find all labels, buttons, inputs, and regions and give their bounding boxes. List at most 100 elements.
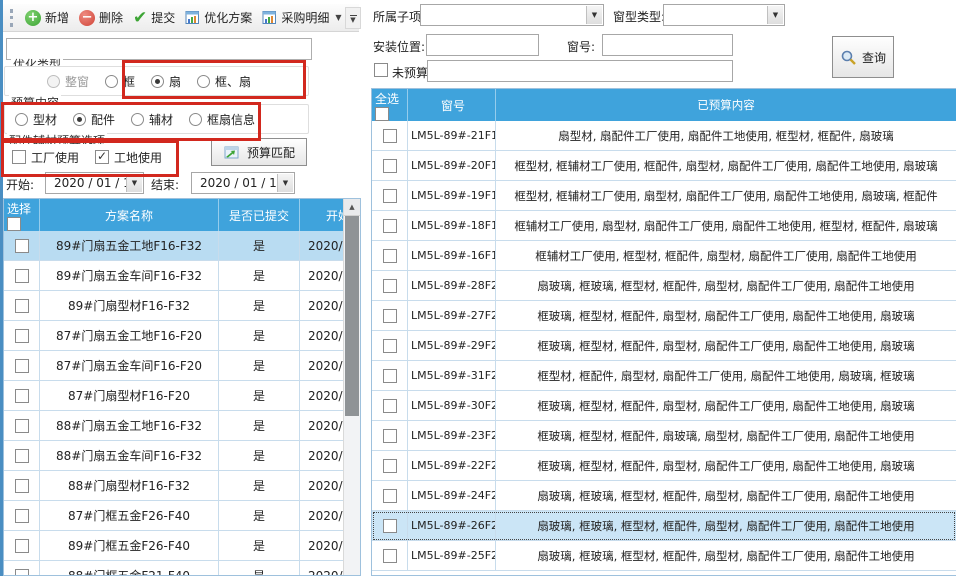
table-row[interactable]: LM5L-89#-21F19 扇型材, 扇配件工厂使用, 扇配件工地使用, 框型材… <box>372 121 956 151</box>
submitted-column-header[interactable]: 是否已提交 <box>219 199 300 231</box>
radio-button[interactable] <box>189 112 203 126</box>
table-row[interactable]: LM5L-89#-19F17 框型材, 框辅材工厂使用, 扇型材, 扇配件工厂使用… <box>372 181 956 211</box>
toolbar-grip[interactable] <box>10 8 13 27</box>
table-row[interactable]: 87#门框五金F26-F40 是 2020/0 <box>4 501 360 531</box>
chevron-down-icon[interactable]: ▼ <box>586 6 602 24</box>
not-budgeted-input[interactable] <box>427 60 733 82</box>
row-checkbox[interactable] <box>382 428 397 443</box>
table-row[interactable]: LM5L-89#-30F28 框玻璃, 框型材, 框配件, 扇型材, 扇配件工厂使… <box>372 391 956 421</box>
toolbar-overflow-button[interactable]: ▼ <box>345 7 361 29</box>
radio-option[interactable]: 型材 <box>15 111 57 128</box>
sub-item-combo[interactable]: ▼ <box>420 4 604 26</box>
table-row[interactable]: LM5L-89#-18F16 框辅材工厂使用, 扇型材, 扇配件工厂使用, 扇配件… <box>372 211 956 241</box>
window-type-combo[interactable]: ▼ <box>663 4 785 26</box>
row-checkbox[interactable] <box>382 188 397 203</box>
row-checkbox[interactable] <box>14 418 29 433</box>
not-budgeted-checkbox[interactable] <box>374 63 388 77</box>
radio-option[interactable]: 框 <box>105 73 135 90</box>
install-position-input[interactable] <box>426 34 539 56</box>
select-all-checkbox[interactable] <box>375 107 389 121</box>
radio-option[interactable]: 配件 <box>73 111 115 128</box>
radio-button[interactable] <box>47 74 60 88</box>
table-row[interactable]: LM5L-89#-27F25 框玻璃, 框型材, 框配件, 扇型材, 扇配件工厂使… <box>372 301 956 331</box>
row-checkbox[interactable] <box>382 218 397 233</box>
radio-option[interactable]: 框扇信息 <box>189 111 255 128</box>
radio-option[interactable]: 扇 <box>151 73 181 90</box>
table-row[interactable]: 89#门框五金F26-F40 是 2020/0 <box>4 531 360 561</box>
row-checkbox[interactable] <box>382 488 397 503</box>
radio-button[interactable] <box>131 112 145 126</box>
table-row[interactable]: LM5L-89#-24F22 扇玻璃, 框玻璃, 框型材, 框配件, 扇型材, 扇… <box>372 481 956 511</box>
table-row[interactable]: LM5L-89#-20F18 框型材, 框辅材工厂使用, 框配件, 扇型材, 扇配… <box>372 151 956 181</box>
radio-button[interactable] <box>151 74 165 88</box>
search-input[interactable] <box>6 38 312 60</box>
table-row[interactable]: LM5L-89#-22F20 框玻璃, 框型材, 框配件, 扇型材, 扇配件工厂使… <box>372 451 956 481</box>
table-row[interactable]: 88#门扇五金车间F16-F32 是 2020/0 <box>4 441 360 471</box>
table-row[interactable]: 87#门扇五金车间F16-F20 是 2020/0 <box>4 351 360 381</box>
checkbox-option[interactable]: 工地使用 <box>95 149 162 166</box>
row-checkbox[interactable] <box>382 338 397 353</box>
checkbox-option[interactable]: 工厂使用 <box>12 149 79 166</box>
submit-button[interactable]: ✔ 提交 <box>128 6 180 29</box>
row-checkbox[interactable] <box>14 538 29 553</box>
budget-match-button[interactable]: 预算匹配 <box>211 138 307 166</box>
select-all-column-header[interactable]: 全选 <box>372 89 408 121</box>
row-checkbox[interactable] <box>14 238 29 253</box>
chevron-down-icon[interactable]: ▼ <box>335 13 342 22</box>
table-row[interactable]: LM5L-89#-28F26 扇玻璃, 框玻璃, 框型材, 框配件, 扇型材, 扇… <box>372 271 956 301</box>
row-checkbox[interactable] <box>14 448 29 463</box>
radio-button[interactable] <box>197 74 211 88</box>
chevron-down-icon[interactable]: ▼ <box>767 6 783 24</box>
row-checkbox[interactable] <box>382 458 397 473</box>
purchase-detail-button[interactable]: 采购明细 ▼ <box>257 6 346 29</box>
radio-button[interactable] <box>15 112 28 126</box>
row-checkbox[interactable] <box>382 278 397 293</box>
table-row[interactable]: 88#门扇五金工地F16-F32 是 2020/0 <box>4 411 360 441</box>
row-checkbox[interactable] <box>14 568 29 575</box>
checkbox-box[interactable] <box>95 149 110 164</box>
vertical-scrollbar[interactable]: ▲ <box>343 199 360 575</box>
radio-option[interactable]: 整窗 <box>47 73 89 90</box>
radio-option[interactable]: 框、扇 <box>197 73 251 90</box>
table-row[interactable]: 89#门扇型材F16-F32 是 2020/0 <box>4 291 360 321</box>
chevron-down-icon[interactable]: ▼ <box>126 174 142 192</box>
row-checkbox[interactable] <box>382 248 397 263</box>
table-row[interactable]: 89#门扇五金车间F16-F32 是 2020/0 <box>4 261 360 291</box>
delete-button[interactable]: − 删除 <box>74 6 128 29</box>
radio-button[interactable] <box>105 74 119 88</box>
row-checkbox[interactable] <box>382 158 397 173</box>
row-checkbox[interactable] <box>14 358 29 373</box>
radio-option[interactable]: 辅材 <box>131 111 173 128</box>
table-row[interactable]: LM5L-89#-25F23 扇玻璃, 框玻璃, 框型材, 框配件, 扇型材, 扇… <box>372 541 956 571</box>
table-row[interactable]: LM5L-89#-16F15 框辅材工厂使用, 框型材, 框配件, 扇型材, 扇配… <box>372 241 956 271</box>
select-all-checkbox[interactable] <box>7 217 21 231</box>
row-checkbox[interactable] <box>382 128 397 143</box>
row-checkbox[interactable] <box>14 268 29 283</box>
row-checkbox[interactable] <box>14 298 29 313</box>
query-button[interactable]: 查询 <box>832 36 894 78</box>
table-row[interactable]: LM5L-89#-23F21 框玻璃, 框型材, 框配件, 扇玻璃, 扇型材, 扇… <box>372 421 956 451</box>
row-checkbox[interactable] <box>382 368 397 383</box>
table-row[interactable]: 89#门扇五金工地F16-F32 是 2020/0 <box>4 231 360 261</box>
budgeted-column-header[interactable]: 已预算内容 <box>697 98 755 112</box>
optimize-plan-button[interactable]: 优化方案 <box>180 6 257 29</box>
row-checkbox[interactable] <box>382 518 397 533</box>
row-checkbox[interactable] <box>382 308 397 323</box>
chevron-down-icon[interactable]: ▼ <box>277 174 293 192</box>
window-no-input[interactable] <box>602 34 733 56</box>
scroll-up-arrow-icon[interactable]: ▲ <box>344 199 360 216</box>
table-row[interactable]: LM5L-89#-29F27 框玻璃, 框型材, 框配件, 扇型材, 扇配件工厂使… <box>372 331 956 361</box>
table-row[interactable]: LM5L-89#-31F29 框型材, 框配件, 扇型材, 扇配件工厂使用, 扇配… <box>372 361 956 391</box>
row-checkbox[interactable] <box>14 478 29 493</box>
table-row[interactable]: 87#门扇五金工地F16-F20 是 2020/0 <box>4 321 360 351</box>
checkbox-box[interactable] <box>12 150 26 164</box>
row-checkbox[interactable] <box>382 398 397 413</box>
window-no-column-header[interactable]: 窗号 <box>408 89 496 121</box>
scrollbar-thumb[interactable] <box>345 216 359 416</box>
date-start-picker[interactable]: 2020 / 01 / 1 ▼ <box>45 172 144 194</box>
table-row[interactable]: LM5L-89#-26F24 扇玻璃, 框玻璃, 框型材, 框配件, 扇型材, 扇… <box>372 511 956 541</box>
date-end-picker[interactable]: 2020 / 01 / 13 ▼ <box>191 172 295 194</box>
table-row[interactable]: 88#门框五金F21-F40 是 2020/0 <box>4 561 360 575</box>
add-button[interactable]: + 新增 <box>20 6 74 29</box>
radio-button[interactable] <box>73 112 87 126</box>
